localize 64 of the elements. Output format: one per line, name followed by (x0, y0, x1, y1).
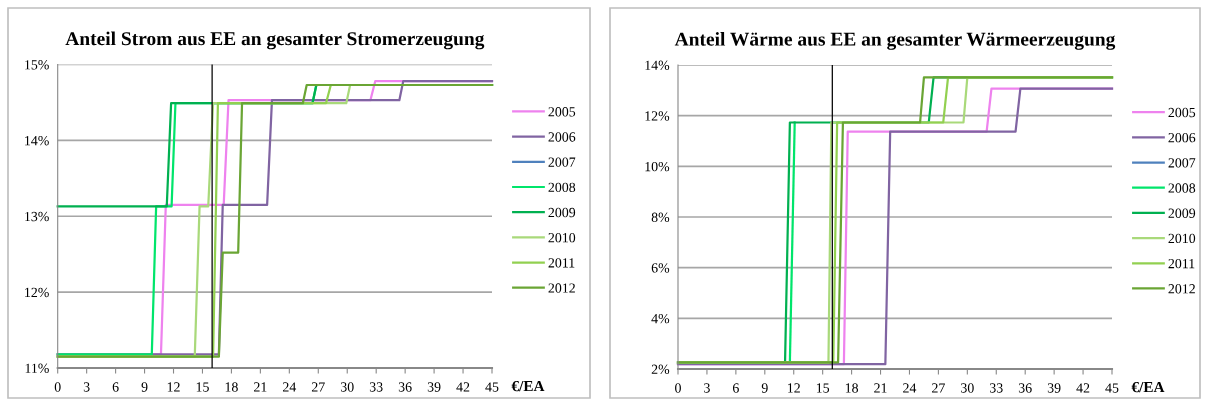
x-tick-label: 42 (1076, 383, 1090, 393)
x-tick-label: 30 (340, 382, 354, 392)
x-tick-label: 12 (788, 383, 800, 393)
x-tick-label: 6 (732, 383, 739, 393)
legend-label: 2009 (548, 207, 576, 218)
x-tick-label: 45 (1105, 383, 1119, 393)
x-tick-label: 18 (225, 382, 238, 392)
chart-title: Anteil Strom aus EE an gesamter Stromerzeugung (65, 31, 485, 50)
chart-title: Anteil Wärme aus EE an gesamter Wärmeerzeugung (674, 32, 1116, 50)
legend-label: 2008 (548, 182, 576, 192)
x-tick-label: 15 (816, 383, 830, 393)
y-tick-label: 14% (645, 60, 670, 70)
x-tick-label: 9 (141, 382, 148, 392)
x-tick-label: 36 (398, 382, 412, 392)
legend-label: 2006 (548, 132, 576, 142)
x-tick-label: 27 (311, 382, 325, 392)
legend-label: 2005 (1168, 107, 1196, 118)
y-tick-label: 15% (25, 60, 49, 70)
legend-label: 2008 (1168, 183, 1196, 193)
x-tick-label: 12 (167, 382, 180, 392)
y-tick-label: 12% (645, 111, 670, 121)
x-tick-label: 45 (485, 382, 499, 392)
x-tick-label: 3 (704, 383, 710, 393)
x-axis-title: €/EA (511, 381, 545, 392)
y-tick-label: 6% (651, 263, 670, 273)
legend-label: 2010 (548, 232, 576, 243)
x-tick-label: 0 (675, 383, 681, 393)
legend-label: 2012 (548, 283, 575, 293)
x-axis-title: €/EA (1131, 382, 1165, 393)
y-tick-label: 12% (25, 287, 49, 298)
x-tick-label: 3 (83, 382, 90, 392)
x-tick-label: 39 (427, 382, 441, 392)
y-tick-label: 2% (651, 364, 670, 374)
x-tick-label: 42 (456, 382, 470, 392)
x-tick-label: 33 (369, 382, 383, 392)
y-tick-label: 14% (25, 135, 49, 146)
legend-label: 2007 (1168, 158, 1196, 168)
legend-label: 2010 (1168, 233, 1196, 244)
y-tick-label: 11% (25, 363, 49, 373)
legend-label: 2005 (548, 107, 576, 117)
y-tick-label: 4% (651, 313, 670, 324)
y-tick-label: 10% (645, 161, 670, 172)
x-tick-label: 18 (845, 383, 859, 393)
legend-label: 2009 (1168, 208, 1196, 218)
legend-label: 2011 (1168, 258, 1195, 269)
y-tick-label: 8% (651, 212, 670, 222)
legend-label: 2006 (1168, 133, 1196, 143)
legend-label: 2011 (548, 258, 575, 268)
x-tick-label: 15 (196, 382, 209, 392)
x-tick-label: 39 (1047, 383, 1061, 393)
x-tick-label: 30 (961, 383, 974, 393)
x-tick-label: 9 (761, 383, 768, 393)
legend-label: 2012 (1168, 284, 1195, 294)
x-tick-label: 36 (1018, 383, 1032, 393)
x-tick-label: 21 (254, 382, 267, 392)
x-tick-label: 0 (54, 382, 61, 392)
x-tick-label: 6 (112, 382, 119, 392)
legend-label: 2007 (548, 157, 576, 167)
x-tick-label: 21 (874, 383, 887, 393)
x-tick-label: 33 (989, 383, 1003, 393)
x-tick-label: 24 (903, 383, 917, 393)
x-tick-label: 24 (282, 382, 297, 392)
y-tick-label: 13% (25, 211, 49, 222)
x-tick-label: 27 (932, 383, 945, 393)
